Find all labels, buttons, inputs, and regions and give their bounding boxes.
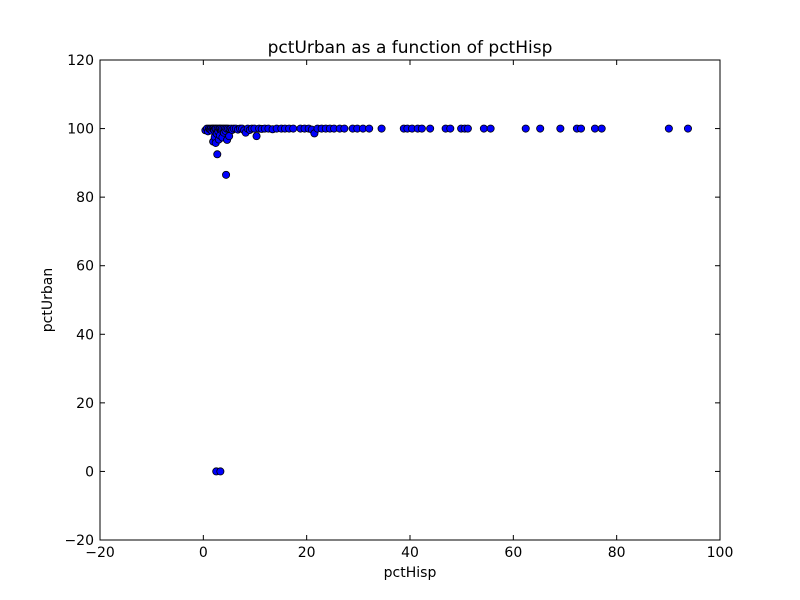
data-point xyxy=(216,467,225,476)
data-point xyxy=(340,124,349,133)
plot-area-frame xyxy=(99,59,721,541)
x-axis-label: pctHisp xyxy=(384,565,437,581)
data-point xyxy=(486,124,495,133)
y-tick-label: 60 xyxy=(76,259,94,275)
data-point xyxy=(426,124,435,133)
data-point xyxy=(597,124,606,133)
y-tick-label: −20 xyxy=(64,533,94,549)
x-tick-label: 40 xyxy=(401,545,419,561)
points-layer xyxy=(201,124,692,476)
x-tick-label: −20 xyxy=(85,545,115,561)
ticks-layer: −20 0 20 40 60 80 100 −20 0 20 40 60 80 100 120 xyxy=(64,53,733,561)
chart-title: pctUrban as a function of pctHisp xyxy=(268,38,553,58)
y-tick-label: 0 xyxy=(85,464,94,480)
data-point xyxy=(446,124,455,133)
y-tick-label: 40 xyxy=(76,327,94,343)
y-tick-label: 120 xyxy=(67,53,94,69)
y-axis-label: pctUrban xyxy=(40,268,56,332)
y-tick-label: 80 xyxy=(76,190,94,206)
data-point xyxy=(463,124,472,133)
y-tick-label: 100 xyxy=(67,122,94,138)
data-point xyxy=(479,124,488,133)
data-point xyxy=(590,124,599,133)
data-point xyxy=(252,132,261,141)
x-tick-label: 80 xyxy=(608,545,626,561)
data-point xyxy=(417,124,426,133)
data-point xyxy=(556,124,565,133)
data-point xyxy=(377,124,386,133)
data-point xyxy=(289,124,298,133)
x-tick-label: 0 xyxy=(199,545,208,561)
x-tick-label: 60 xyxy=(504,545,522,561)
data-point xyxy=(664,124,673,133)
data-point xyxy=(222,170,231,179)
x-tick-label: 20 xyxy=(298,545,316,561)
x-tick-label: 100 xyxy=(707,545,734,561)
y-tick-label: 20 xyxy=(76,396,94,412)
data-point xyxy=(577,124,586,133)
data-point xyxy=(536,124,545,133)
data-point xyxy=(683,124,692,133)
data-point xyxy=(213,150,222,159)
data-point xyxy=(521,124,530,133)
data-point xyxy=(365,124,374,133)
